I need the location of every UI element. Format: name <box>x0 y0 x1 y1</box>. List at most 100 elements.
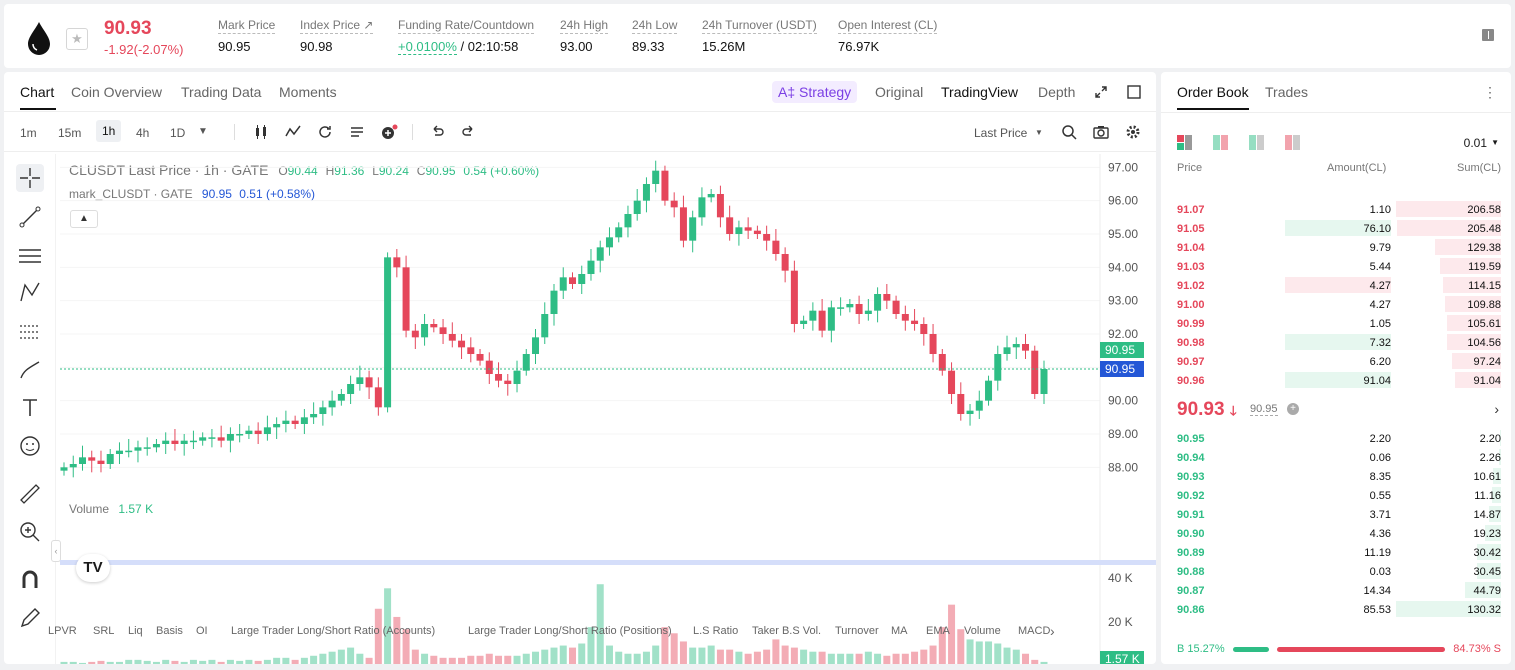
fib-icon[interactable] <box>16 318 44 346</box>
pencil-icon[interactable] <box>16 604 44 632</box>
indicator-1[interactable]: SRL <box>93 625 115 637</box>
tab-tradingview[interactable]: TradingView <box>941 84 1019 100</box>
candle-type-icon[interactable] <box>252 123 270 141</box>
interval-1m[interactable]: 1m <box>20 126 37 140</box>
bid-row[interactable]: 90.93 8.35 10.61 <box>1177 467 1501 486</box>
brush-icon[interactable] <box>16 356 44 384</box>
crosshair-icon[interactable] <box>16 164 44 192</box>
undo-icon[interactable] <box>428 123 446 141</box>
expand-icon[interactable] <box>1094 85 1108 99</box>
indicator-3[interactable]: Basis <box>156 625 183 637</box>
volume-bar <box>347 647 355 664</box>
price-source-caret-icon[interactable]: ▼ <box>1035 128 1043 137</box>
volume-bar <box>1003 647 1011 664</box>
stat-label[interactable]: 24h High <box>560 18 609 34</box>
ask-row[interactable]: 90.97 6.20 97.24 <box>1177 352 1501 371</box>
camera-icon[interactable] <box>1092 123 1110 141</box>
interval-1h[interactable]: 1h <box>96 120 122 142</box>
book-icon[interactable] <box>1481 28 1495 42</box>
stat-label[interactable]: 24h Low <box>632 18 678 34</box>
bid-row[interactable]: 90.87 14.34 44.79 <box>1177 581 1501 600</box>
stat-label[interactable]: Mark Price <box>218 18 276 34</box>
tab-chart[interactable]: Chart <box>20 84 55 100</box>
bid-row[interactable]: 90.95 2.20 2.20 <box>1177 429 1501 448</box>
trend-line-icon[interactable] <box>16 203 44 231</box>
tab-coin-overview[interactable]: Coin Overview <box>71 84 163 100</box>
volume-bar <box>772 639 780 664</box>
tab-trading-data[interactable]: Trading Data <box>181 84 262 100</box>
emoji-icon[interactable] <box>16 432 44 460</box>
redo-icon[interactable] <box>460 123 478 141</box>
tab-moments[interactable]: Moments <box>279 84 337 100</box>
bid-row[interactable]: 90.94 0.06 2.26 <box>1177 448 1501 467</box>
pattern-icon[interactable] <box>16 279 44 307</box>
price-chart[interactable]: 97.0096.0095.0094.0093.0092.0091.0090.00… <box>4 154 1156 664</box>
pane-separator[interactable] <box>60 560 1156 565</box>
indicator-6[interactable]: Large Trader Long/Short Ratio (Positions… <box>468 625 672 637</box>
favorite-star-icon[interactable]: ★ <box>66 28 88 50</box>
indicator-scroll-icon[interactable]: › <box>1050 623 1055 639</box>
collapse-toolbar-icon[interactable]: ‹ <box>51 540 61 562</box>
stat-label[interactable]: 24h Turnover (USDT) <box>702 18 817 34</box>
interval-1d[interactable]: 1D <box>170 126 186 140</box>
ask-row[interactable]: 91.02 4.27 114.15 <box>1177 276 1501 295</box>
depth-view-icons[interactable] <box>1177 134 1317 152</box>
precision-select[interactable]: 0.01 <box>1463 136 1487 150</box>
indicator-11[interactable]: EMA <box>926 625 950 637</box>
stat-label[interactable]: Open Interest (CL) <box>838 18 938 34</box>
refresh-icon[interactable] <box>316 123 334 141</box>
ask-row[interactable]: 90.99 1.05 105.61 <box>1177 314 1501 333</box>
interval-dropdown-icon[interactable]: ▼ <box>198 126 208 137</box>
tab-order-book[interactable]: Order Book <box>1177 84 1249 100</box>
indicator-2[interactable]: Liq <box>128 625 143 637</box>
indicator-0[interactable]: LPVR <box>48 625 77 637</box>
tab-original[interactable]: Original <box>875 84 924 100</box>
price-source-select[interactable]: Last Price <box>974 126 1028 140</box>
ask-row[interactable]: 91.07 1.10 206.58 <box>1177 200 1501 219</box>
indicator-13[interactable]: MACD <box>1018 625 1051 637</box>
ask-row[interactable]: 90.98 7.32 104.56 <box>1177 333 1501 352</box>
horizontal-lines-icon[interactable] <box>16 242 44 270</box>
stat-label[interactable]: Index Price ↗ <box>300 18 374 34</box>
ask-row[interactable]: 91.04 9.79 129.38 <box>1177 238 1501 257</box>
ask-row[interactable]: 91.00 4.27 109.88 <box>1177 295 1501 314</box>
window-icon[interactable] <box>1127 85 1141 99</box>
indicator-12[interactable]: Volume <box>964 625 1001 637</box>
bid-row[interactable]: 90.89 11.19 30.42 <box>1177 543 1501 562</box>
text-tool-icon[interactable] <box>16 394 44 422</box>
indicator-5[interactable]: Large Trader Long/Short Ratio (Accounts) <box>231 625 436 637</box>
bid-row[interactable]: 90.90 4.36 19.23 <box>1177 524 1501 543</box>
indicator-10[interactable]: MA <box>891 625 908 637</box>
ruler-icon[interactable] <box>16 480 44 508</box>
more-menu-icon[interactable]: ⋮ <box>1483 84 1497 100</box>
zoom-in-icon[interactable] <box>16 518 44 546</box>
interval-15m[interactable]: 15m <box>58 126 82 140</box>
bid-row[interactable]: 90.91 3.71 14.87 <box>1177 505 1501 524</box>
chevron-right-icon[interactable]: › <box>1494 401 1499 417</box>
tab-trades[interactable]: Trades <box>1265 84 1309 100</box>
bid-row[interactable]: 90.86 85.53 130.32 <box>1177 600 1501 619</box>
add-indicator-icon[interactable] <box>380 123 398 141</box>
precision-caret-icon[interactable]: ▼ <box>1491 138 1499 147</box>
tab-depth[interactable]: Depth <box>1038 84 1076 100</box>
indicator-4[interactable]: OI <box>196 625 208 637</box>
search-icon[interactable] <box>1060 123 1078 141</box>
volume-bar <box>217 661 225 664</box>
magnet-icon[interactable] <box>16 566 44 594</box>
indicator-9[interactable]: Turnover <box>835 625 879 637</box>
strategy-button[interactable]: A‡ Strategy <box>772 81 858 103</box>
indicators-icon[interactable] <box>284 123 302 141</box>
stat-label[interactable]: Funding Rate/Countdown <box>398 18 535 34</box>
indicator-7[interactable]: L.S Ratio <box>693 625 739 637</box>
legend-collapse-button[interactable]: ▲ <box>70 210 98 228</box>
ask-row[interactable]: 91.05 76.10 205.48 <box>1177 219 1501 238</box>
gear-icon[interactable] <box>1124 123 1142 141</box>
bid-row[interactable]: 90.92 0.55 11.16 <box>1177 486 1501 505</box>
interval-4h[interactable]: 4h <box>136 126 150 140</box>
bid-row[interactable]: 90.88 0.03 30.45 <box>1177 562 1501 581</box>
ask-row[interactable]: 90.96 91.04 91.04 <box>1177 371 1501 390</box>
indicator-8[interactable]: Taker B.S Vol. <box>752 625 822 637</box>
settings-list-icon[interactable] <box>348 123 366 141</box>
info-plus-icon[interactable]: + <box>1287 403 1299 415</box>
ask-row[interactable]: 91.03 5.44 119.59 <box>1177 257 1501 276</box>
